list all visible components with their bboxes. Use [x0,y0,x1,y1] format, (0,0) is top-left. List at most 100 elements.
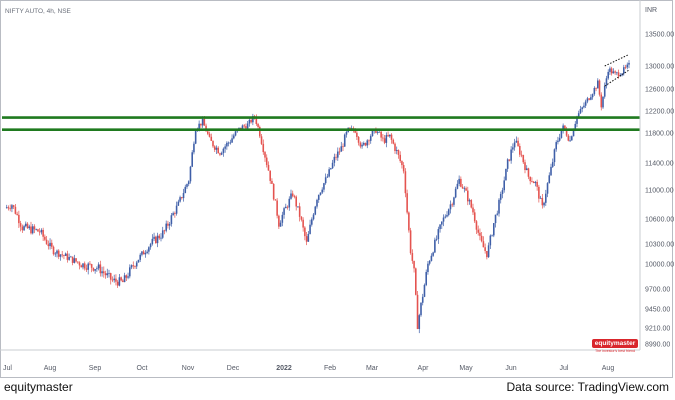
candle-body [395,150,398,151]
x-tick-label: Jun [505,365,516,372]
candle-body [38,231,41,233]
candle-body [99,264,102,274]
candle-body [493,223,495,236]
candle-body [531,181,533,182]
candle-body [610,68,613,74]
candle-body [319,192,322,195]
candle-body [146,251,148,253]
candle-body [31,226,34,234]
candle-body [602,96,604,108]
candle-body [406,193,408,213]
candle-body [103,271,105,274]
candle-body [186,184,188,187]
candle-body [57,250,60,257]
candle-body [624,67,627,69]
candle-body [311,219,313,225]
candle-body [525,168,528,171]
price-chart: 13500.00 13000.00 12600.00 12200.00 11800.00… [0,0,674,372]
candle-body [484,247,486,251]
candle-body [519,145,521,155]
candle-body [21,226,24,231]
candle-body [461,186,464,189]
candle-body [569,140,571,142]
y-tick-label: 11800.00 [645,131,674,138]
candle-body [557,140,559,143]
candle-body [252,116,254,123]
candle-body [66,253,69,260]
candle-body [239,127,242,129]
candle-body [499,193,502,200]
candle-body [123,275,126,283]
candle-body [54,253,57,255]
candle-body [380,131,382,138]
candle-body [40,229,43,233]
candle-body [605,78,608,86]
candle-body [19,223,22,227]
candle-body [394,143,396,151]
x-tick-label: Sep [89,365,102,372]
candle-body [182,193,185,199]
candle-body [297,206,299,208]
candle-body [430,255,433,261]
candle-body [82,263,84,268]
candle-body [187,181,190,185]
candle-body [442,217,445,222]
candle-body [94,269,96,271]
candle-body [456,183,459,189]
candle-body [571,136,573,141]
candle-body [26,223,29,229]
candle-body [271,180,273,184]
candle-body [127,276,129,278]
candle-body [70,256,72,258]
candle-body [529,176,531,182]
candle-body [486,250,488,258]
candle-body [111,279,114,281]
candle-body [85,268,88,270]
x-tick-label: Oct [137,365,148,372]
candle-body [75,258,77,262]
y-tick-label: 9450.00 [645,307,670,314]
candle-body [366,140,369,146]
candle-body [189,166,192,182]
candle-body [447,209,450,215]
candle-body [623,67,625,74]
candle-body [331,162,334,169]
candle-body [179,197,181,202]
candle-body [125,275,128,278]
candle-body [335,156,337,158]
candle-body [501,190,504,194]
candle-body [425,271,427,285]
candle-body [446,214,448,217]
x-tick-label: Apr [418,365,430,372]
candle-body [473,212,476,222]
candle-body [78,262,81,266]
candle-body [354,130,356,133]
candle-body [505,168,507,181]
candles [5,60,630,334]
candle-body [165,223,167,231]
candle-body [524,162,526,171]
candle-body [397,150,400,155]
candle-body [539,197,542,199]
candle-body [52,246,55,255]
candle-body [550,166,552,176]
candle-body [418,315,421,329]
x-tick-label: Nov [182,365,195,372]
y-tick-label: 11000.00 [645,188,674,195]
candle-body [129,267,131,277]
currency-label: INR [645,7,657,14]
candle-body [508,159,511,161]
candle-body [193,143,195,153]
candle-body [343,134,346,147]
y-tick-label: 12600.00 [645,87,674,94]
candle-body [156,235,159,244]
candle-body [415,268,417,295]
candle-body [149,244,152,248]
candle-body [35,229,37,231]
candle-body [581,107,583,110]
candle-body [465,188,467,191]
candle-body [174,213,176,214]
x-tick-label: Jul [560,365,569,372]
candle-body [513,142,516,148]
candle-body [241,125,244,129]
